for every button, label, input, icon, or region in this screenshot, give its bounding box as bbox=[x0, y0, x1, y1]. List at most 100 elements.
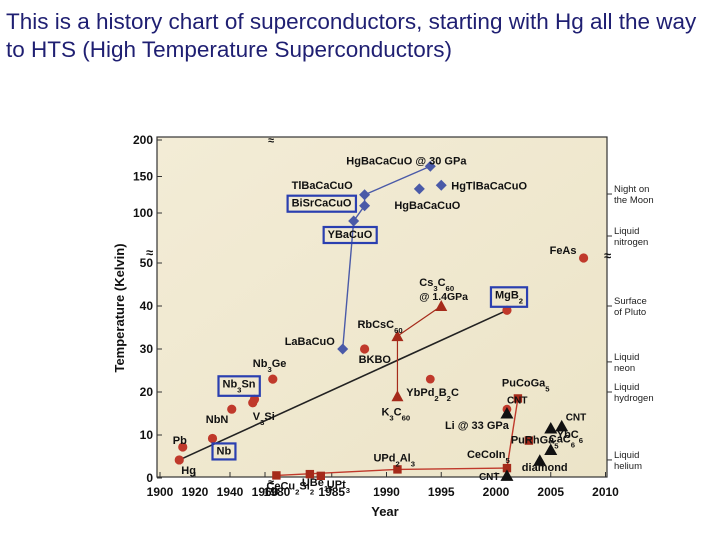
data-label-pucoga5-2002: PuCoGa5 bbox=[502, 377, 550, 393]
marker-cs3c60-1-4gpa-1995 bbox=[435, 300, 448, 311]
marker-nbn-1941 bbox=[227, 404, 237, 414]
y-tick-30: 30 bbox=[140, 342, 154, 356]
x-tick-1985: 1985 bbox=[318, 485, 345, 499]
trend-lines bbox=[178, 165, 519, 477]
data-label-cac6-2005: CaC6 bbox=[549, 434, 575, 450]
plot-area bbox=[157, 137, 607, 477]
data-label-rbcsc60-1991: RbCsC60 bbox=[357, 319, 402, 335]
data-markers bbox=[174, 160, 589, 481]
x-tick-1920: 1920 bbox=[182, 485, 209, 499]
marker-ube13-1983 bbox=[305, 469, 315, 479]
data-labels: Hg Pb Nb NbN V3Si Nb3Sn Nb3Ge BKBO MgB2 FeAs LaBaC… bbox=[173, 155, 587, 496]
x-tick-1940: 1940 bbox=[217, 485, 244, 499]
trend-line-fullerene-2 bbox=[397, 305, 442, 337]
data-label-diamond-2004: diamond bbox=[522, 462, 568, 474]
marker-ybpd2b2c-1994 bbox=[425, 374, 435, 384]
data-label-hgbacacuo-30-gpa-1994: HgBaCaCuO @ 30 GPa bbox=[346, 155, 467, 167]
data-label-labacuo-1986: LaBaCuO bbox=[285, 336, 336, 348]
data-label-bisrcacuo-1988: BiSrCaCuO bbox=[292, 198, 352, 210]
data-label-cs3c60-1-4gpa-1995: Cs3C60 bbox=[419, 277, 454, 293]
data-label-cs3c60-pressure: @ 1.4GPa bbox=[419, 291, 468, 303]
trend-line-heavy-fermion-1 bbox=[276, 468, 398, 477]
y-tick-10: 10 bbox=[140, 428, 154, 442]
marker-nb-1930 bbox=[207, 433, 218, 444]
marker-cnt-2006 bbox=[555, 419, 569, 432]
ref-label-liquid-hydrogen: Liquid hydrogen bbox=[614, 382, 654, 404]
marker-diamond-2004 bbox=[533, 454, 547, 466]
ref-label-liquid-neon: Liquid neon bbox=[614, 352, 639, 374]
x-axis-break-bottom: ≈ bbox=[268, 477, 274, 489]
data-label-k3c60-1991: K3C60 bbox=[381, 406, 410, 422]
x-axis-break-top: ≈ bbox=[268, 135, 274, 147]
marker-ybacuo-1987 bbox=[348, 215, 360, 227]
x-tick-2005: 2005 bbox=[537, 485, 564, 499]
x-tick-1960: 1960 bbox=[252, 485, 279, 499]
marker-mgb2-2001 bbox=[502, 305, 512, 315]
x-tick-1990: 1990 bbox=[373, 485, 400, 499]
ref-label-surface-of-pluto: Surface of Pluto bbox=[614, 296, 647, 318]
trend-line-conventional bbox=[178, 309, 508, 461]
x-tick-1900: 1900 bbox=[147, 485, 174, 499]
data-label-upd2al3-1991: UPd2Al3 bbox=[373, 452, 415, 468]
marker-hgbacacuo-1993 bbox=[413, 183, 425, 195]
marker-hg-1911 bbox=[174, 455, 184, 465]
y-axis-break-right: ≈ bbox=[604, 248, 611, 263]
data-label-li-33-gpa-2001: Li @ 33 GPa bbox=[445, 420, 510, 432]
marker-feas-2008 bbox=[579, 253, 589, 263]
highlight-box-nb3sn bbox=[217, 375, 261, 397]
marker-labacuo-1986 bbox=[337, 343, 349, 355]
marker-cecoin5-2001 bbox=[502, 463, 512, 473]
highlight-box-mgb2 bbox=[489, 286, 529, 308]
highlight-boxes bbox=[211, 194, 529, 461]
trend-line-cuprate-4 bbox=[364, 165, 431, 196]
marker-k3c60-1991 bbox=[391, 390, 404, 402]
y-tick-100: 100 bbox=[133, 206, 153, 220]
plot-frame bbox=[156, 136, 608, 478]
x-axis-title: Year bbox=[371, 504, 398, 519]
highlight-box-bisrcacuo bbox=[286, 194, 358, 213]
y-tick-40: 40 bbox=[140, 299, 154, 313]
data-label-ube13-1983: UBe13 bbox=[302, 477, 333, 493]
ref-label-liquid-helium: Liquid helium bbox=[614, 450, 642, 472]
x-tick-1995: 1995 bbox=[428, 485, 455, 499]
marker-upt3-1984 bbox=[316, 471, 325, 481]
data-label-v3si-1953: V3Si bbox=[253, 411, 275, 427]
highlight-box-nb bbox=[211, 442, 237, 461]
data-label-nb-1930: Nb bbox=[217, 445, 232, 457]
marker-hgtlbacacuo-1995 bbox=[435, 179, 447, 191]
x-tick-2000: 2000 bbox=[483, 485, 510, 499]
marker-bisrcacuo-1988 bbox=[359, 200, 371, 212]
data-label-hg-1911: Hg bbox=[181, 465, 196, 477]
marker-nb3ge-1973 bbox=[268, 374, 278, 384]
marker-cac6-2005 bbox=[544, 422, 558, 434]
marker-rbcsc60-1991 bbox=[391, 330, 404, 342]
data-label-mgb2-2001: MgB2 bbox=[495, 289, 523, 305]
slide-title: This is a history chart of superconducto… bbox=[6, 9, 697, 62]
y-axis-break-left: ≈ bbox=[146, 245, 153, 260]
data-label-cnt-2001-low: CNT bbox=[479, 472, 500, 483]
ref-label-liquid-nitrogen: Liquid nitrogen bbox=[614, 226, 648, 248]
data-label-hgbacacuo-1993: HgBaCaCuO bbox=[394, 200, 460, 212]
marker-ybc6-2005 bbox=[544, 443, 558, 456]
trend-line-heavy-fermion-3 bbox=[506, 398, 519, 469]
data-label-cecoin5-2001: CeCoIn5 bbox=[467, 449, 511, 465]
data-label-cecu2si2-1979: CeCu2Si2 bbox=[266, 480, 314, 496]
marker-cecu2si2-1979 bbox=[272, 471, 281, 480]
data-label-cnt-2001: CNT bbox=[507, 396, 528, 407]
data-label-purhga5-2003: PuRhGa5 bbox=[511, 435, 559, 451]
data-label-nb3sn-1954: Nb3Sn bbox=[223, 378, 256, 394]
y-tick-150: 150 bbox=[133, 170, 153, 184]
reference-labels: Night on the Moon Liquid nitrogen Surface of … bbox=[607, 184, 654, 472]
marker-hgbacacuo-30-gpa-1994 bbox=[424, 160, 436, 172]
highlight-box-ybacuo bbox=[322, 225, 378, 245]
y-tick-0: 0 bbox=[146, 471, 153, 485]
data-label-bkbo-1988: BKBO bbox=[359, 354, 392, 366]
data-label-ybpd2b2c-1994: YbPd2B2C bbox=[406, 387, 459, 403]
ref-label-night-on-the-moon: Night on the Moon bbox=[614, 184, 654, 206]
marker-pucoga5-2002 bbox=[513, 394, 523, 403]
marker-purhga5-2003 bbox=[524, 436, 534, 445]
marker-upd2al3-1991 bbox=[393, 465, 402, 474]
data-label-nbn-1941: NbN bbox=[206, 414, 229, 426]
